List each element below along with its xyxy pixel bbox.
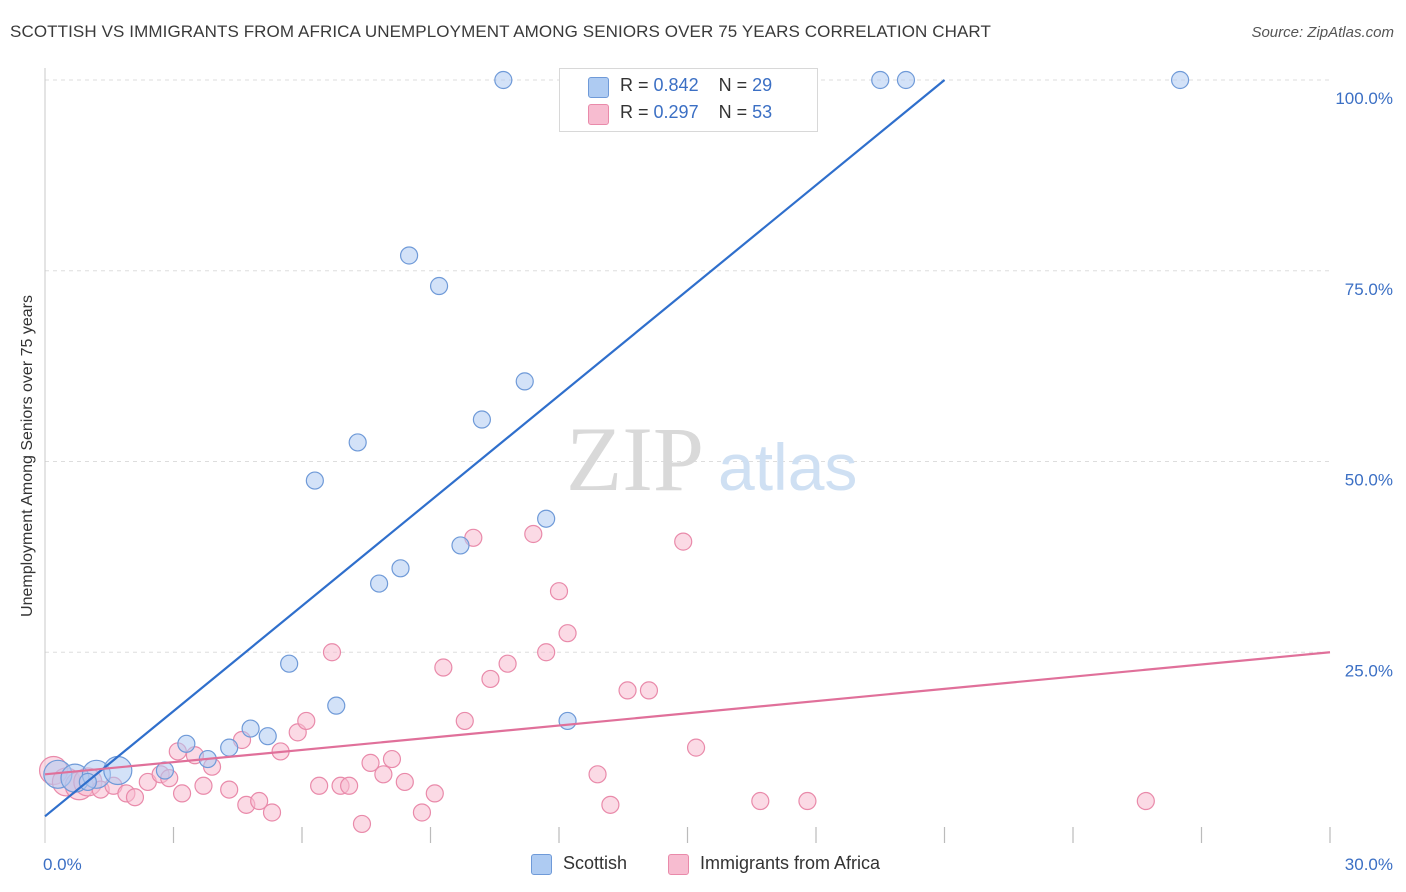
scottish-point	[451, 536, 470, 555]
scottish-legend-swatch	[531, 854, 552, 875]
scottish-point	[241, 719, 260, 738]
africa-point	[310, 776, 329, 795]
africa-point	[558, 624, 577, 643]
scottish-point	[896, 70, 916, 90]
africa-point	[524, 524, 543, 544]
africa-point	[172, 784, 192, 803]
axes	[44, 68, 1331, 843]
scottish-point	[305, 471, 324, 490]
africa-point	[1136, 791, 1155, 811]
africa-point	[374, 765, 393, 784]
grid-lines	[45, 79, 1330, 653]
y-axis-label: Unemployment Among Seniors over 75 years	[19, 295, 36, 617]
scottish-point	[429, 276, 449, 296]
africa-point	[618, 681, 637, 700]
scottish-point	[399, 246, 419, 265]
africa-point	[262, 803, 282, 822]
chart-title: SCOTTISH VS IMMIGRANTS FROM AFRICA UNEMP…	[10, 22, 991, 41]
watermark-atlas: atlas	[718, 430, 857, 504]
watermark: ZIP atlas	[566, 408, 857, 510]
africa-point	[639, 681, 659, 700]
africa-point	[798, 791, 817, 811]
y-tick-label: 25.0%	[1345, 661, 1393, 680]
x-tick-label: 0.0%	[43, 855, 82, 874]
africa-point	[297, 711, 316, 731]
africa-legend-swatch	[668, 854, 689, 875]
africa-point	[537, 643, 556, 662]
africa-swatch	[588, 104, 609, 125]
x-tick-label: 30.0%	[1345, 855, 1393, 874]
africa-point	[412, 803, 432, 822]
legend-n-value: 29	[752, 75, 773, 95]
africa-point	[352, 814, 372, 834]
africa-point	[340, 776, 359, 795]
trend-line-africa	[44, 651, 1331, 776]
legend-n-label: N =	[718, 102, 748, 122]
legend-n-label: N =	[718, 75, 748, 95]
scottish-point	[494, 70, 513, 90]
legend-r-label: R =	[620, 75, 649, 95]
africa-legend-label: Immigrants from Africa	[700, 853, 881, 873]
correlation-legend: R = 0.842 N = 29 R = 0.297 N = 53	[559, 68, 818, 132]
africa-point	[751, 791, 770, 811]
scottish-point	[871, 70, 890, 90]
legend-r-label: R =	[620, 102, 649, 122]
scottish-point	[103, 755, 133, 786]
legend-r-value: 0.297	[653, 102, 699, 122]
scottish-point	[280, 654, 299, 673]
series-immigrants-from-africa	[38, 524, 1155, 834]
africa-point	[686, 738, 706, 757]
scottish-point	[515, 372, 534, 391]
scottish-point	[220, 738, 239, 757]
trend-lines	[44, 79, 1331, 818]
chart-source: Source: ZipAtlas.com	[1251, 24, 1394, 41]
africa-point	[322, 643, 342, 662]
africa-point	[250, 791, 269, 811]
series-scottish	[43, 70, 1190, 793]
scottish-legend-label: Scottish	[563, 853, 628, 873]
africa-point	[455, 711, 474, 731]
africa-point	[588, 765, 607, 784]
africa-point	[125, 788, 145, 807]
africa-point	[425, 784, 444, 803]
scottish-point	[370, 574, 389, 593]
africa-point	[481, 669, 500, 689]
scottish-point	[327, 696, 346, 715]
scottish-point	[348, 433, 367, 452]
africa-point	[361, 753, 380, 772]
africa-point	[498, 654, 517, 673]
scottish-point	[177, 734, 196, 753]
africa-point	[674, 532, 693, 551]
africa-point	[395, 772, 414, 792]
africa-point	[382, 749, 402, 769]
scottish-point	[391, 559, 410, 578]
y-tick-label: 50.0%	[1345, 471, 1393, 490]
scottish-swatch	[588, 77, 609, 98]
africa-point	[601, 795, 620, 814]
africa-point	[220, 780, 239, 799]
scottish-point	[472, 410, 491, 429]
y-tick-label: 100.0%	[1335, 89, 1393, 108]
legend-n-value: 53	[752, 102, 773, 122]
scottish-point	[537, 509, 556, 528]
africa-point	[434, 658, 453, 677]
watermark-zip: ZIP	[566, 408, 704, 510]
trend-line-scottish	[44, 79, 946, 818]
scottish-point	[558, 711, 577, 731]
legend-r-value: 0.842	[653, 75, 699, 95]
africa-point	[549, 582, 569, 601]
y-tick-label: 75.0%	[1345, 280, 1393, 299]
scottish-point	[258, 727, 277, 746]
africa-point	[194, 776, 213, 795]
tick-labels: 100.0% 75.0% 50.0% 25.0% 0.0% 30.0%	[43, 89, 1393, 874]
scottish-point	[1170, 70, 1190, 90]
